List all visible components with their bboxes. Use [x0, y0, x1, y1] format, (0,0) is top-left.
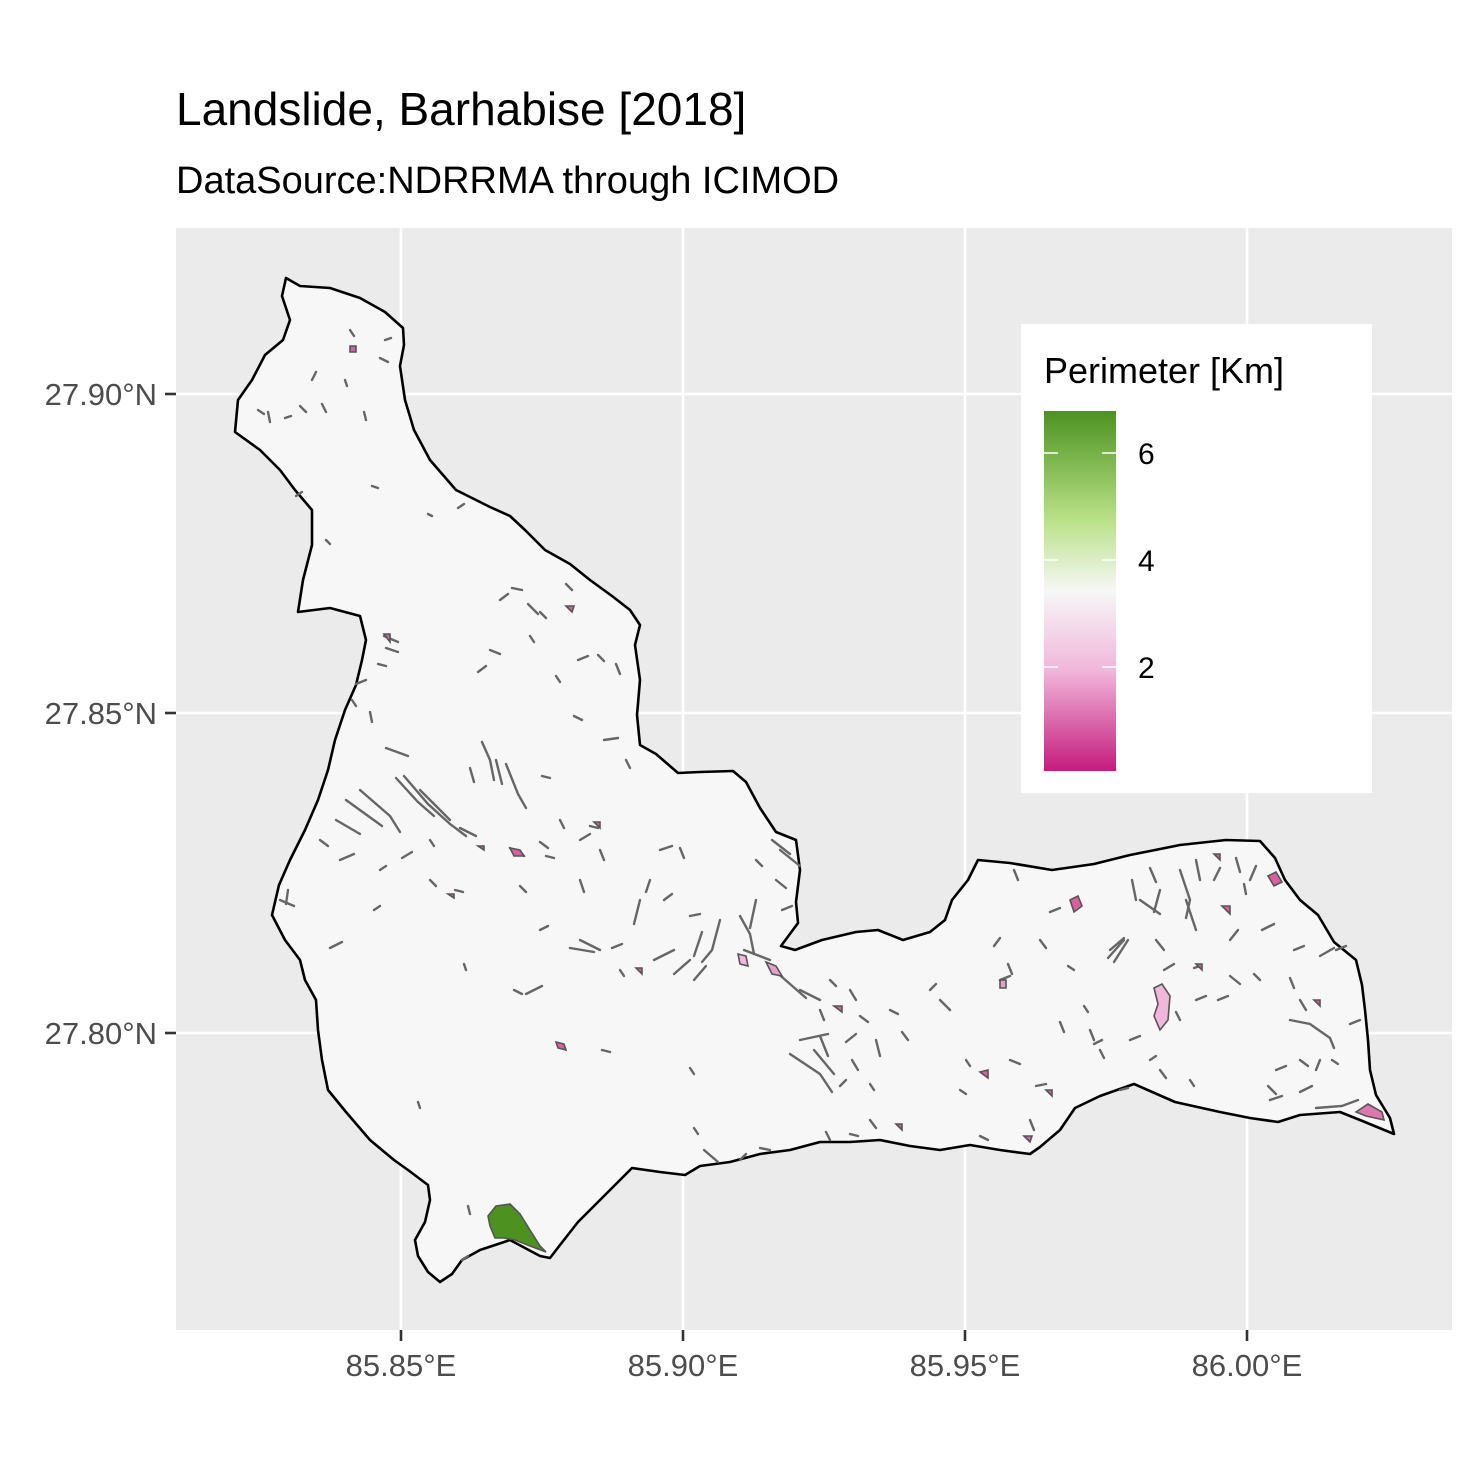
legend: Perimeter [Km] 6 4 2: [1021, 324, 1372, 793]
x-tick-label: 86.00°E: [1192, 1348, 1303, 1383]
x-tick-label: 85.90°E: [628, 1348, 739, 1383]
legend-title: Perimeter [Km]: [1044, 350, 1284, 391]
x-tick-label: 85.95°E: [910, 1348, 1021, 1383]
map-subtitle: DataSource:NDRRMA through ICIMOD: [176, 160, 840, 202]
study-area-boundary: [233, 276, 1396, 1284]
legend-label: 6: [1138, 438, 1155, 471]
legend-label: 2: [1138, 652, 1155, 685]
landslide-pale-pink: [1153, 982, 1171, 1032]
map-title: Landslide, Barhabise [2018]: [176, 83, 747, 135]
y-tick-label: 27.85°N: [45, 696, 157, 731]
x-tick-label: 85.85°E: [346, 1348, 457, 1383]
y-tick-label: 27.80°N: [45, 1016, 157, 1051]
legend-colorbar: [1044, 411, 1116, 771]
landslide-large-green: [487, 1203, 547, 1253]
landslide-polygons: [349, 345, 1386, 1253]
y-tick-label: 27.90°N: [45, 377, 157, 412]
axis-ticks: [165, 392, 1249, 1341]
landslide-traces: [256, 328, 1362, 1262]
landslide-east-pink: [1354, 1103, 1386, 1122]
legend-label: 4: [1138, 545, 1155, 578]
